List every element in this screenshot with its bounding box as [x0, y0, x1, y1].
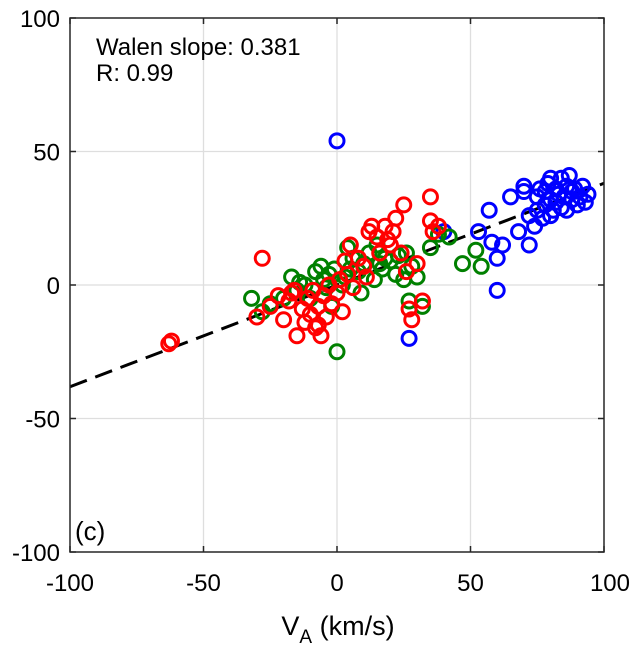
data-point-series-2-43 — [413, 292, 431, 310]
x-axis-label-main: V — [281, 611, 299, 641]
data-point-series-1-28 — [389, 247, 407, 265]
data-point-series-0-14 — [520, 236, 538, 254]
data-point-series-1-14 — [328, 343, 346, 361]
data-point-series-0-0 — [328, 132, 346, 150]
data-point-series-2-48 — [283, 284, 301, 302]
data-point-series-2-41 — [403, 311, 421, 329]
tick-labels: -100 -50 0 50 100 -100 -50 0 50 100 — [12, 6, 630, 597]
data-point-series-2-1 — [162, 332, 180, 350]
x-tick-label-2: 0 — [330, 570, 343, 597]
data-point-series-2-42 — [408, 255, 426, 273]
panel-label: (c) — [75, 516, 105, 546]
data-point-series-2-3 — [253, 249, 271, 267]
data-point-series-2-27 — [344, 279, 362, 297]
data-point-series-0-42 — [576, 193, 594, 211]
x-tick-label-0: -100 — [46, 570, 94, 597]
data-point-series-2-40 — [397, 263, 415, 281]
data-point-series-2-51 — [357, 268, 375, 286]
data-points — [160, 132, 597, 361]
x-axis-label-subscript: A — [299, 627, 312, 648]
data-point-series-2-29 — [355, 257, 373, 275]
x-axis-label: VA (km/s) — [281, 611, 394, 648]
data-point-series-0-1 — [400, 329, 418, 347]
data-point-series-0-4 — [480, 201, 498, 219]
data-point-series-2-37 — [387, 209, 405, 227]
data-point-series-0-7 — [488, 281, 506, 299]
data-point-series-2-9 — [288, 327, 306, 345]
y-tick-label-3: 50 — [33, 140, 60, 167]
data-point-series-0-11 — [515, 177, 533, 195]
data-point-series-2-53 — [400, 300, 418, 318]
data-point-series-1-22 — [365, 271, 383, 289]
annotation-walen-slope: Walen slope: 0.381 — [96, 34, 301, 61]
data-point-series-2-2 — [248, 308, 266, 326]
data-point-series-1-44 — [371, 255, 389, 273]
data-point-series-2-44 — [421, 188, 439, 206]
axes — [69, 17, 605, 553]
y-tick-label-2: 0 — [47, 273, 60, 300]
data-point-series-2-52 — [379, 231, 397, 249]
data-point-series-1-37 — [453, 255, 471, 273]
data-point-series-2-50 — [336, 252, 354, 270]
y-tick-label-0: -100 — [12, 540, 60, 567]
data-point-series-2-26 — [341, 236, 359, 254]
data-point-series-0-10 — [510, 223, 528, 241]
y-tick-label-1: -50 — [25, 407, 60, 434]
data-point-series-0-5 — [483, 233, 501, 251]
data-point-series-2-0 — [160, 335, 178, 353]
data-point-series-2-47 — [429, 217, 447, 235]
x-tick-label-1: -50 — [186, 570, 221, 597]
y-tick-label-4: 100 — [20, 6, 60, 33]
x-tick-label-3: 50 — [457, 570, 484, 597]
data-point-series-2-39 — [395, 196, 413, 214]
data-point-series-2-24 — [333, 303, 351, 321]
data-point-series-1-36 — [440, 228, 458, 246]
data-point-series-2-33 — [371, 244, 389, 262]
data-point-series-2-8 — [285, 281, 303, 299]
data-point-series-1-34 — [421, 239, 439, 257]
data-point-series-1-0 — [243, 289, 261, 307]
data-point-series-2-6 — [275, 311, 293, 329]
data-point-series-2-38 — [392, 244, 410, 262]
data-point-series-0-39 — [568, 196, 586, 214]
annotation-correlation: R: 0.99 — [96, 60, 173, 87]
data-point-series-1-39 — [472, 257, 490, 275]
data-point-series-1-45 — [397, 244, 415, 262]
x-tick-label-4: 100 — [590, 570, 630, 597]
data-point-series-0-8 — [494, 236, 512, 254]
data-point-series-0-3 — [470, 223, 488, 241]
data-point-series-2-49 — [309, 316, 327, 334]
data-point-series-2-17 — [312, 327, 330, 345]
data-point-series-2-32 — [368, 228, 386, 246]
data-point-series-2-4 — [261, 297, 279, 315]
data-point-series-1-38 — [467, 241, 485, 259]
x-axis-label-unit: (km/s) — [312, 611, 394, 641]
data-point-series-0-43 — [579, 185, 597, 203]
